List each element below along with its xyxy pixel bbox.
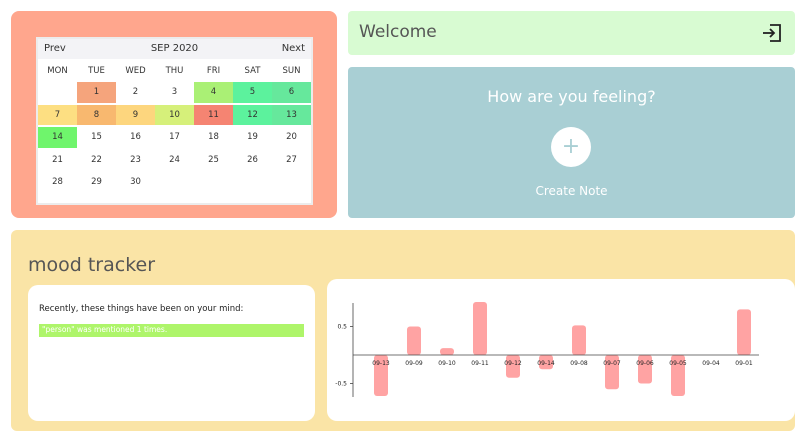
calendar-day[interactable]: 1 [77, 82, 116, 103]
welcome-title: Welcome [359, 22, 437, 42]
calendar-day[interactable]: 19 [247, 132, 258, 143]
calendar-day[interactable]: 15 [91, 132, 102, 143]
plus-icon: + [561, 134, 581, 159]
chart-bar [737, 309, 751, 355]
calendar-day[interactable]: 28 [52, 177, 63, 188]
weekday-label: MON [47, 65, 68, 76]
calendar-empty-cell [233, 171, 272, 194]
x-tick-label: 09-05 [669, 360, 687, 367]
calendar-day[interactable]: 4 [194, 82, 233, 103]
create-note-button[interactable]: + [551, 127, 591, 167]
calendar-week-row: 28 29 30 [38, 171, 311, 194]
calendar-day[interactable]: 18 [208, 132, 219, 143]
calendar-day[interactable]: 12 [233, 104, 272, 125]
mind-summary-text: Recently, these things have been on your… [39, 304, 244, 314]
calendar-day[interactable]: 27 [286, 154, 297, 165]
chart-bar [572, 325, 586, 355]
calendar-grid: MON TUE WED THU FRI SAT SUN 1 2 3 4 5 6 7 8 9 10 11 12 13 1… [38, 60, 311, 194]
weekday-label: FRI [206, 65, 221, 76]
x-tick-label: 09-13 [372, 360, 390, 367]
calendar-empty-cell [155, 171, 194, 194]
feeling-panel: How are you feeling? + Create Note [348, 67, 795, 218]
weekday-label: WED [125, 65, 146, 76]
calendar-empty-cell [194, 171, 233, 194]
calendar-day[interactable]: 21 [52, 154, 63, 165]
calendar-day[interactable]: 30 [130, 177, 141, 188]
logout-icon[interactable] [761, 23, 783, 43]
weekday-row: MON TUE WED THU FRI SAT SUN [38, 60, 311, 81]
chart-bar [638, 355, 652, 384]
x-tick-label: 09-12 [504, 360, 522, 367]
calendar-empty-cell [272, 171, 311, 194]
calendar-day[interactable]: 8 [77, 104, 116, 125]
calendar-day[interactable]: 24 [169, 154, 180, 165]
x-tick-label: 09-11 [471, 360, 489, 367]
calendar-day[interactable]: 29 [91, 177, 102, 188]
chart-bar [506, 355, 520, 378]
calendar-day[interactable]: 5 [233, 82, 272, 103]
chart-bar [473, 301, 487, 355]
x-tick-label: 09-07 [603, 360, 621, 367]
weekday-label: SAT [244, 65, 261, 76]
calendar-month-title: SEP 2020 [150, 43, 199, 54]
calendar-day[interactable]: 3 [171, 87, 178, 98]
calendar-day[interactable]: 20 [286, 132, 297, 143]
calendar-day[interactable]: 26 [247, 154, 258, 165]
calendar-day[interactable]: 16 [130, 132, 141, 143]
mood-tracker-title: mood tracker [28, 254, 156, 276]
weekday-label: SUN [282, 65, 301, 76]
calendar-day[interactable]: 14 [38, 127, 77, 148]
y-tick-label: -0.5 [335, 381, 347, 388]
calendar-day[interactable]: 10 [155, 104, 194, 125]
chart-bar [605, 355, 619, 390]
calendar-day[interactable]: 6 [272, 82, 311, 103]
calendar-day[interactable]: 17 [169, 132, 180, 143]
prev-month-button[interactable]: Prev [44, 43, 66, 54]
calendar-day[interactable]: 11 [194, 104, 233, 125]
x-tick-label: 09-04 [702, 360, 720, 367]
calendar-day[interactable]: 25 [208, 154, 219, 165]
calendar-panel: SEP 2020 Prev Next MON TUE WED THU FRI SAT SUN… [11, 11, 337, 218]
mind-card: Recently, these things have been on your… [28, 285, 315, 421]
x-tick-label: 09-10 [438, 360, 456, 367]
mention-badge: "person" was mentioned 1 times. [39, 324, 304, 337]
calendar-day[interactable]: 23 [130, 154, 141, 165]
create-note-label[interactable]: Create Note [535, 184, 608, 198]
next-month-button[interactable]: Next [281, 43, 305, 54]
weekday-label: TUE [88, 65, 105, 76]
x-tick-label: 09-09 [405, 360, 423, 367]
calendar-week-row: 7 8 9 10 11 12 13 [38, 104, 311, 127]
mood-chart-card: 0.5 -0.5 09-13 09-09 09-10 09-11 09-12 09-14 09-… [327, 279, 795, 421]
chart-bar [539, 355, 553, 370]
chart-bar [671, 355, 685, 397]
calendar-day[interactable]: 2 [132, 87, 139, 98]
calendar-day[interactable]: 9 [116, 104, 155, 125]
calendar-day[interactable]: 13 [272, 104, 311, 125]
calendar-week-row: 21 22 23 24 25 26 27 [38, 149, 311, 172]
mood-tracker-panel: mood tracker Recently, these things have… [11, 230, 795, 431]
chart-bar [374, 355, 388, 397]
calendar-weeks: 1 2 3 4 5 6 7 8 9 10 11 12 13 14 15 16 17 18 19 20 21 22 23 24 2… [38, 81, 311, 194]
y-tick-label: 0.5 [337, 324, 347, 331]
x-tick-label: 09-08 [570, 360, 588, 367]
x-tick-label: 09-06 [636, 360, 654, 367]
calendar: SEP 2020 Prev Next MON TUE WED THU FRI SAT SUN… [36, 37, 313, 205]
chart-bar [440, 348, 454, 355]
feeling-title: How are you feeling? [487, 87, 656, 106]
calendar-day[interactable]: 22 [91, 154, 102, 165]
x-tick-label: 09-14 [537, 360, 555, 367]
calendar-week-row: 14 15 16 17 18 19 20 [38, 126, 311, 149]
calendar-empty-cell [38, 81, 77, 104]
calendar-day[interactable]: 7 [38, 104, 77, 125]
weekday-label: THU [165, 65, 184, 76]
mood-chart: 0.5 -0.5 09-13 09-09 09-10 09-11 09-12 09-14 09-… [335, 301, 759, 397]
calendar-header: SEP 2020 Prev Next [38, 39, 311, 59]
welcome-bar: Welcome [348, 11, 795, 55]
x-tick-label: 09-01 [735, 360, 753, 367]
chart-bar [407, 326, 421, 355]
